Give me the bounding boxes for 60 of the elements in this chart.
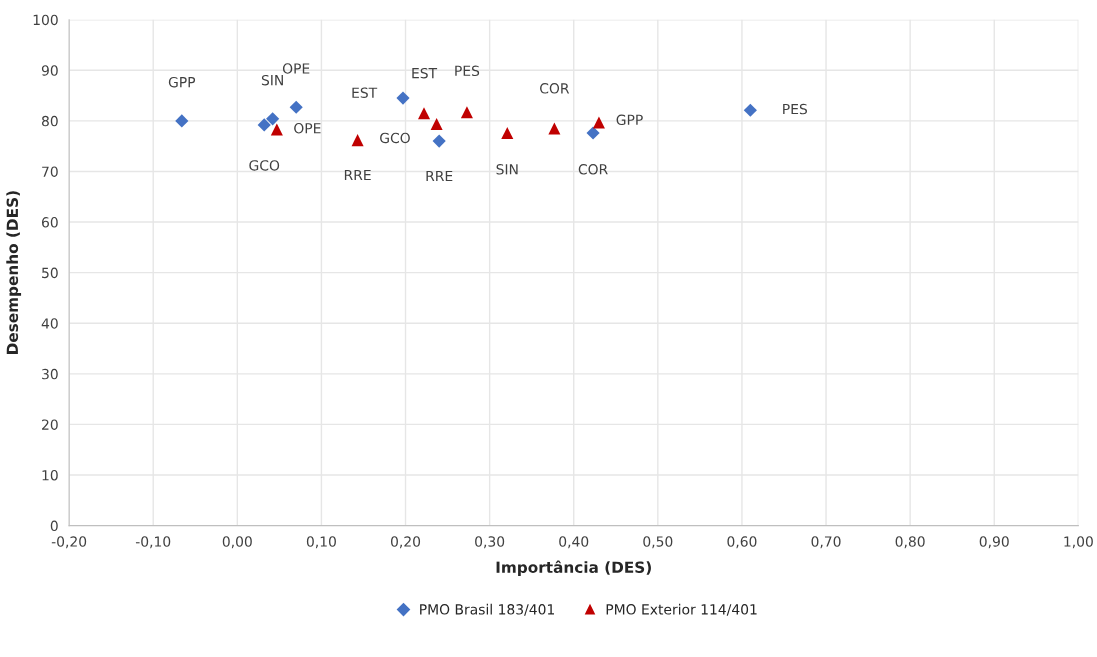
x-tick-label: 1,00 bbox=[1064, 536, 1093, 549]
point bbox=[351, 134, 364, 147]
y-tick-label: 10 bbox=[42, 469, 58, 481]
x-axis-title: Importância (DES) bbox=[496, 560, 651, 576]
data-label: RRE bbox=[426, 170, 453, 182]
point bbox=[460, 106, 473, 119]
point bbox=[586, 126, 600, 140]
point bbox=[548, 122, 561, 135]
x-tick-label: 0,80 bbox=[895, 536, 925, 549]
data-label: EST bbox=[352, 87, 378, 98]
x-tick-label: 0,30 bbox=[475, 536, 505, 549]
point bbox=[289, 100, 303, 114]
point bbox=[743, 103, 757, 117]
point bbox=[175, 114, 189, 128]
y-tick-label: 40 bbox=[41, 318, 58, 329]
x-tick-label: 0,10 bbox=[306, 536, 336, 549]
y-axis-title: Desempenho (DES) bbox=[6, 191, 22, 354]
data-label: GPP bbox=[616, 114, 643, 126]
y-tick-label: 70 bbox=[42, 166, 58, 177]
data-label: SIN bbox=[261, 74, 283, 86]
point bbox=[432, 134, 446, 148]
data-label: COR bbox=[540, 83, 570, 94]
y-tick-label: 60 bbox=[41, 217, 58, 228]
data-label: OPE bbox=[282, 63, 310, 74]
y-tick-label: 80 bbox=[41, 115, 58, 127]
point bbox=[418, 107, 431, 120]
x-tick-label: -0,10 bbox=[135, 536, 171, 549]
point bbox=[396, 91, 410, 105]
y-tick-label: 100 bbox=[33, 14, 58, 26]
legend-label: PMO Brasil 183/401 bbox=[420, 603, 554, 616]
point bbox=[257, 118, 271, 132]
data-label: OPE bbox=[294, 123, 321, 134]
point bbox=[266, 112, 280, 126]
data-label: SIN bbox=[496, 164, 518, 175]
x-tick-label: 0,90 bbox=[979, 536, 1009, 549]
data-label: PES bbox=[455, 65, 480, 77]
x-tick-label: 0,00 bbox=[222, 536, 252, 549]
y-tick-label: 30 bbox=[42, 368, 58, 380]
x-tick-label: 0,50 bbox=[643, 536, 673, 549]
point bbox=[501, 127, 514, 140]
data-label: RRE bbox=[344, 169, 371, 181]
y-tick-label: 50 bbox=[42, 267, 58, 279]
data-label: GCO bbox=[249, 160, 280, 171]
data-label: EST bbox=[412, 67, 438, 79]
data-label: COR bbox=[578, 164, 608, 175]
point bbox=[592, 116, 605, 129]
x-tick-label: -0,20 bbox=[51, 536, 87, 549]
x-tick-label: 0,40 bbox=[559, 536, 589, 549]
y-tick-label: 0 bbox=[50, 520, 58, 532]
y-tick-label: 90 bbox=[41, 65, 58, 76]
x-tick-label: 0,60 bbox=[727, 536, 757, 549]
x-tick-label: 0,70 bbox=[811, 536, 841, 549]
data-label: GPP bbox=[168, 76, 196, 88]
legend-label: PMO Exterior 114/401 bbox=[606, 603, 757, 616]
data-label: GCO bbox=[380, 132, 410, 144]
x-tick-label: 0,20 bbox=[390, 536, 421, 549]
data-label: PES bbox=[783, 103, 807, 115]
y-tick-label: 20 bbox=[42, 419, 58, 430]
point bbox=[430, 117, 443, 130]
point bbox=[270, 123, 283, 136]
